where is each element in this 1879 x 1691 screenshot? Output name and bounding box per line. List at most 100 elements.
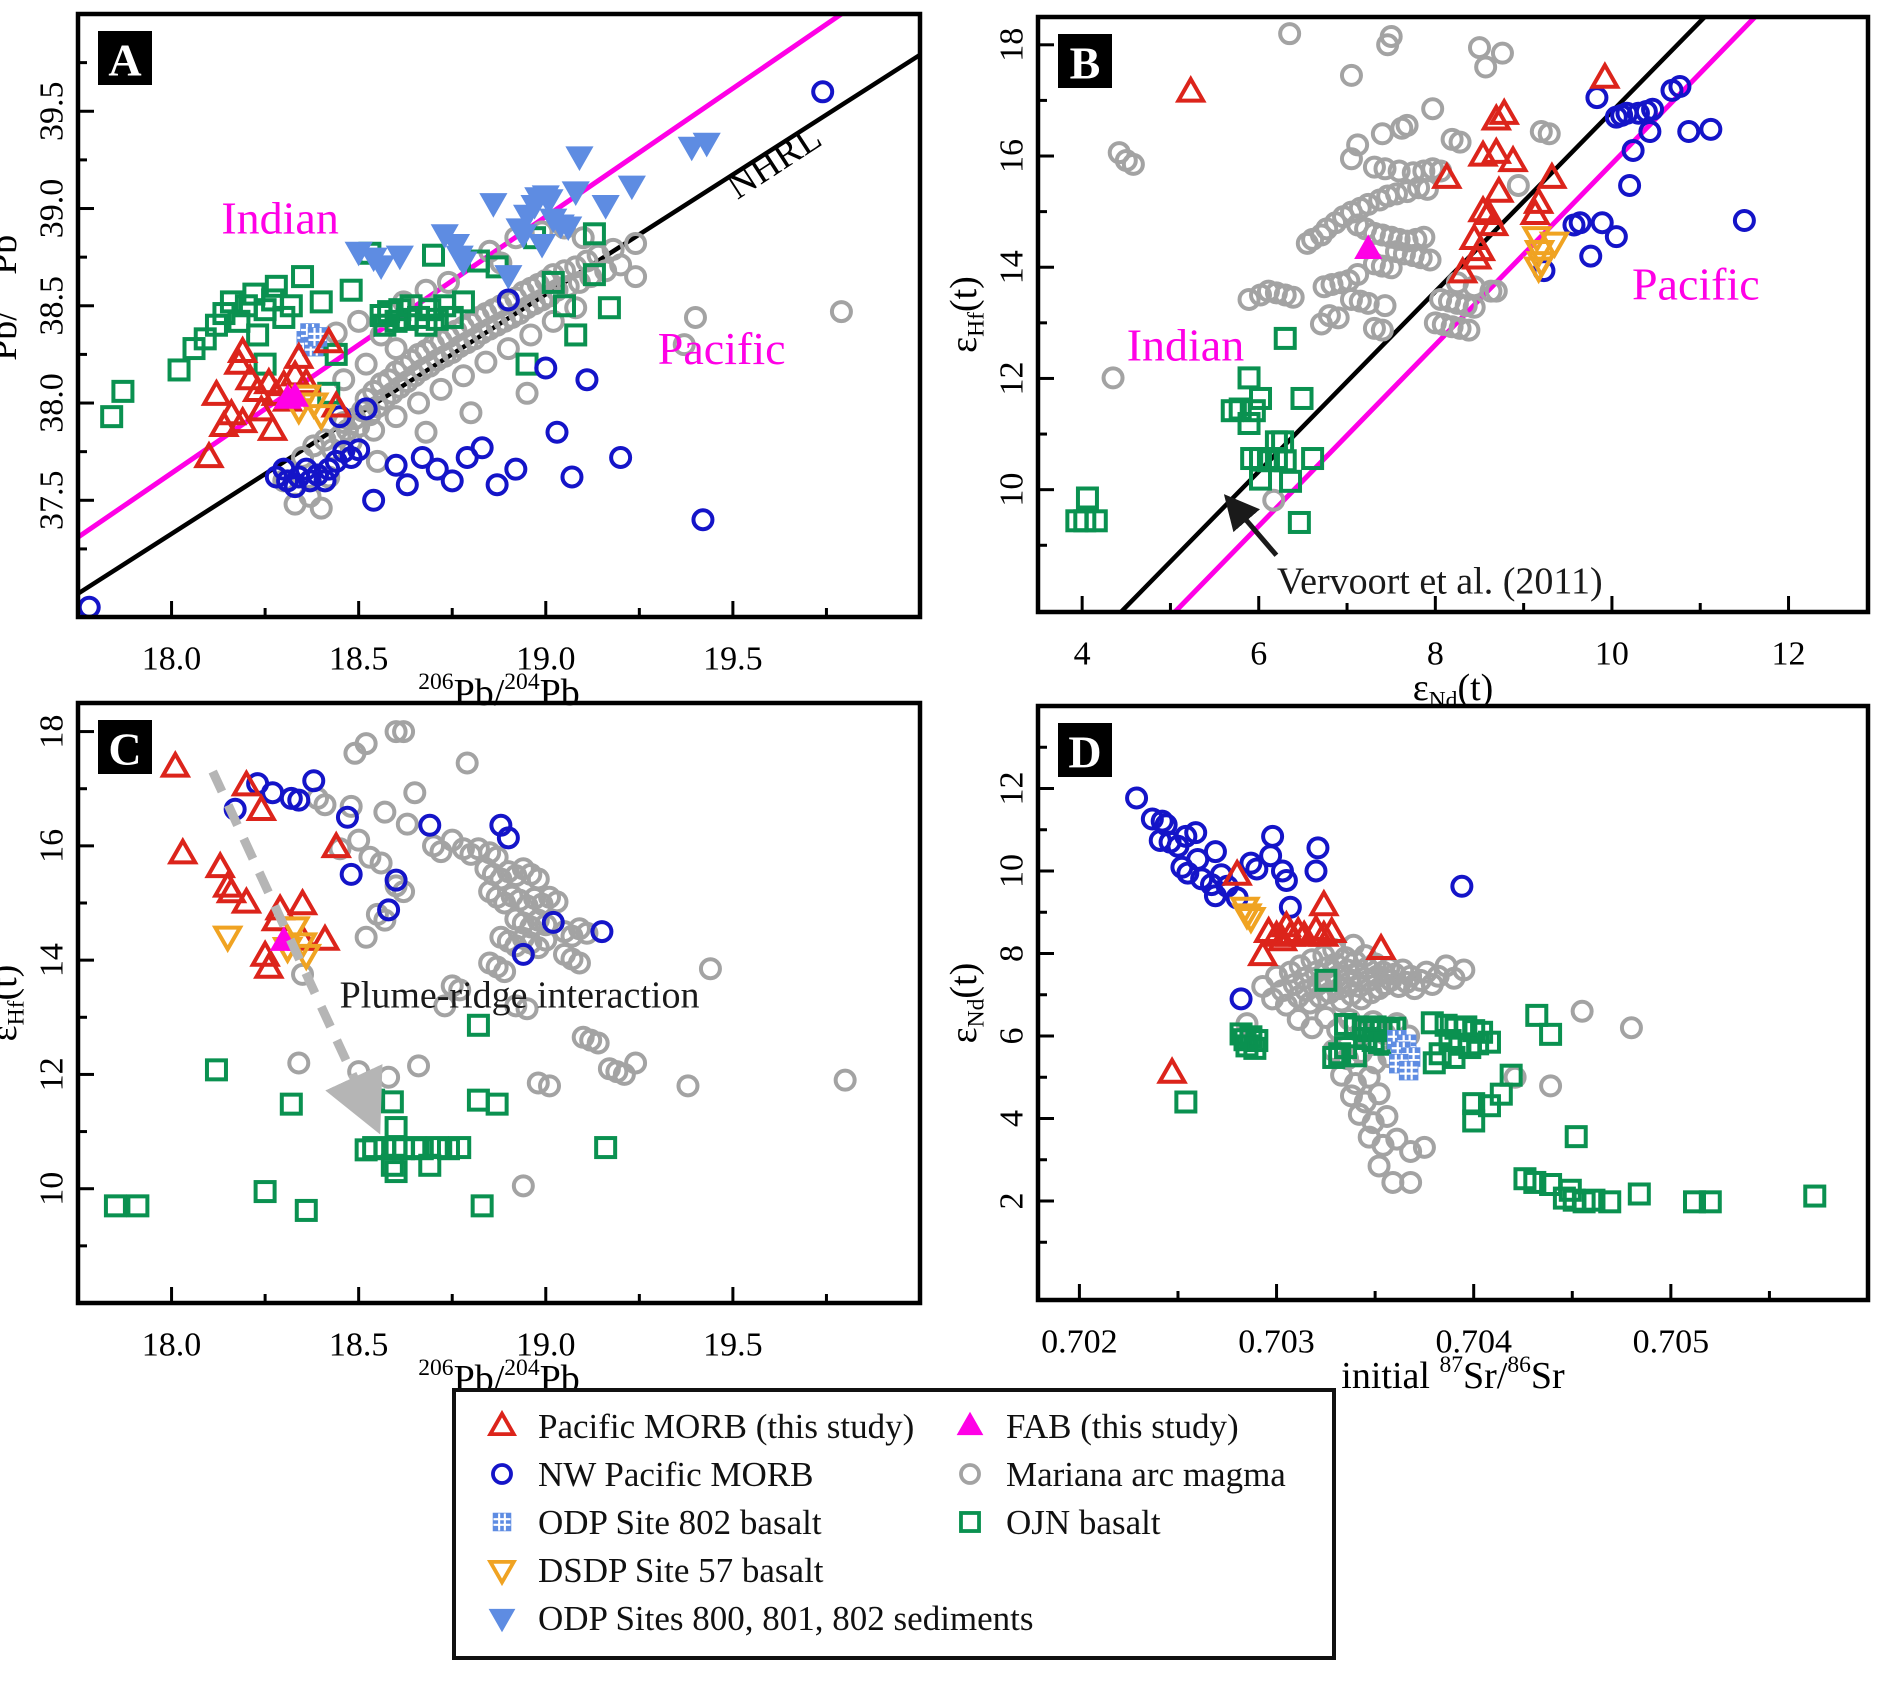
panel-b-series-mariana-arc bbox=[1101, 22, 1561, 512]
panel-d-y-axis-label: εNd(t) bbox=[943, 963, 990, 1044]
tick-label: 38.5 bbox=[34, 276, 71, 336]
panel-b: Indian Pacific Vervoort et al. (2011) 4 6 8 10… bbox=[943, 14, 1871, 714]
tick-label: 10 bbox=[1595, 636, 1629, 673]
svg-text:C: C bbox=[108, 724, 141, 775]
legend-item-odp-sediments: ODP Sites 800, 801, 802 sediments bbox=[480, 1598, 1034, 1638]
tick-label: 37.5 bbox=[34, 471, 71, 530]
panel-d-series-odp-802-basalt bbox=[1387, 1029, 1421, 1081]
panel-b-annotation: Pacific bbox=[1632, 258, 1760, 309]
legend-item-nw-pacific-morb: NW Pacific MORB bbox=[480, 1454, 813, 1494]
tick-label: 19.0 bbox=[516, 1327, 576, 1364]
panel-d-plot-area bbox=[1125, 786, 1827, 1214]
tick-label: 10 bbox=[34, 1172, 71, 1206]
legend-item-mariana-arc: Mariana arc magma bbox=[948, 1454, 1286, 1494]
panel-a-border bbox=[75, 11, 923, 620]
tick-label: 10 bbox=[994, 473, 1031, 507]
triangle-open-icon bbox=[486, 1409, 518, 1437]
tick-label: 19.5 bbox=[703, 1327, 763, 1364]
legend-item-odp-802-basalt: ODP Site 802 basalt bbox=[480, 1502, 822, 1542]
tick-label: 19.5 bbox=[703, 641, 763, 678]
tick-label: 12 bbox=[994, 772, 1031, 806]
triangle-down-filled-icon bbox=[488, 1608, 516, 1633]
tick-label: 0.703 bbox=[1238, 1324, 1315, 1361]
svg-text:A: A bbox=[108, 35, 141, 86]
tick-label: 12 bbox=[1772, 636, 1806, 673]
legend-item-dsdp-57-basalt: DSDP Site 57 basalt bbox=[480, 1550, 824, 1590]
tick-label: 38.0 bbox=[34, 373, 71, 433]
panel-c-annotation: Plume-ridge interaction bbox=[340, 975, 700, 1017]
tick-label: 6 bbox=[1250, 636, 1267, 673]
panel-d-series-dsdp-57-basalt bbox=[1229, 896, 1267, 935]
circle-open-icon bbox=[959, 1463, 981, 1485]
panel-b-annotation: Vervoort et al. (2011) bbox=[1277, 560, 1603, 602]
tick-label: 8 bbox=[994, 945, 1031, 962]
circle-open-icon bbox=[491, 1463, 513, 1485]
panel-b-series-dsdp-57-basalt bbox=[1521, 226, 1571, 285]
legend-label: DSDP Site 57 basalt bbox=[538, 1550, 824, 1590]
panel-c-series-mariana-arc bbox=[287, 720, 857, 1198]
legend-label: ODP Sites 800, 801, 802 sediments bbox=[538, 1598, 1034, 1638]
tick-label: 18.0 bbox=[142, 1327, 202, 1364]
square-open-icon bbox=[959, 1511, 981, 1533]
panel-b-annotation: Indian bbox=[1127, 320, 1245, 371]
panel-b-series-fab bbox=[1354, 234, 1383, 260]
panel-a: Indian Pacific NHRL 18.0 18.5 19.0 19.5 37.5 38.… bbox=[0, 11, 923, 714]
tick-label: 12 bbox=[994, 361, 1031, 395]
panel-d-border bbox=[1035, 703, 1871, 1303]
panel-a-x-axis-label: 206Pb/204Pb bbox=[418, 669, 580, 714]
panel-a-annotation: Indian bbox=[221, 193, 339, 244]
panel-c-series-nw-pacific-morb bbox=[223, 769, 614, 966]
legend-box: Pacific MORB (this study) NW Pacific MORB… bbox=[452, 1388, 1336, 1660]
tick-label: 19.0 bbox=[516, 641, 576, 678]
legend-label: NW Pacific MORB bbox=[538, 1454, 814, 1494]
panel-d-x-axis-label: initial 87Sr/86Sr bbox=[1341, 1352, 1565, 1397]
tick-label: 10 bbox=[994, 854, 1031, 888]
panel-c-plot-area bbox=[103, 720, 857, 1222]
svg-text:B: B bbox=[1070, 38, 1101, 89]
panel-a-axes: 18.0 18.5 19.0 19.5 37.5 38.0 38.5 39.0 39.5 bbox=[34, 61, 828, 678]
tick-label: 18 bbox=[994, 28, 1031, 62]
panel-c-arrow bbox=[208, 769, 383, 1135]
tick-label: 16 bbox=[34, 829, 71, 863]
tick-label: 14 bbox=[994, 250, 1031, 284]
panel-d: 0.702 0.703 0.704 0.705 2 4 6 8 10 12 initial 87Sr… bbox=[943, 703, 1871, 1397]
tick-label: 18 bbox=[34, 715, 71, 749]
panel-a-plot-area bbox=[78, 14, 920, 617]
triangle-filled-icon bbox=[956, 1411, 984, 1436]
tick-label: 18.5 bbox=[329, 641, 389, 678]
panel-c-series-ojn-basalt bbox=[103, 1013, 618, 1222]
legend-label: FAB (this study) bbox=[1006, 1406, 1239, 1446]
panel-a-series-odp-sediments bbox=[344, 132, 721, 290]
triangle-down-open-icon bbox=[486, 1559, 518, 1587]
tick-label: 18.0 bbox=[142, 641, 202, 678]
panel-a-y-axis-label: 208Pb/204Pb bbox=[0, 235, 25, 397]
panel-d-letter: D bbox=[1058, 723, 1112, 778]
tick-label: 12 bbox=[34, 1057, 71, 1091]
tick-label: 0.704 bbox=[1435, 1324, 1512, 1361]
panel-a-annotation: Pacific bbox=[658, 323, 786, 374]
legend-label: Pacific MORB (this study) bbox=[538, 1406, 915, 1446]
panel-b-series-pacific-morb bbox=[1174, 61, 1621, 284]
panel-a-series-pacific-morb bbox=[193, 325, 353, 469]
panel-c-border bbox=[75, 700, 923, 1306]
tick-label: 6 bbox=[994, 1028, 1031, 1045]
panel-d-series-pacific-morb bbox=[1156, 858, 1397, 1084]
panel-d-axes: 0.702 0.703 0.704 0.705 2 4 6 8 10 12 bbox=[994, 745, 1771, 1361]
tick-label: 16 bbox=[994, 139, 1031, 173]
panel-b-x-axis-label: εNd(t) bbox=[1413, 667, 1494, 714]
panel-b-series-ojn-basalt bbox=[1065, 326, 1325, 534]
legend-label: Mariana arc magma bbox=[1006, 1454, 1286, 1494]
legend-item-fab: FAB (this study) bbox=[948, 1406, 1239, 1446]
legend-item-ojn-basalt: OJN basalt bbox=[948, 1502, 1161, 1542]
panel-b-letter: B bbox=[1058, 34, 1112, 89]
svg-text:D: D bbox=[1068, 727, 1101, 778]
panel-c-letter: C bbox=[98, 720, 152, 775]
tick-label: 39.0 bbox=[34, 179, 71, 239]
panel-a-letter: A bbox=[98, 31, 152, 86]
tick-label: 39.5 bbox=[34, 82, 71, 141]
square-grid-icon bbox=[492, 1512, 512, 1532]
tick-label: 0.702 bbox=[1041, 1324, 1118, 1361]
